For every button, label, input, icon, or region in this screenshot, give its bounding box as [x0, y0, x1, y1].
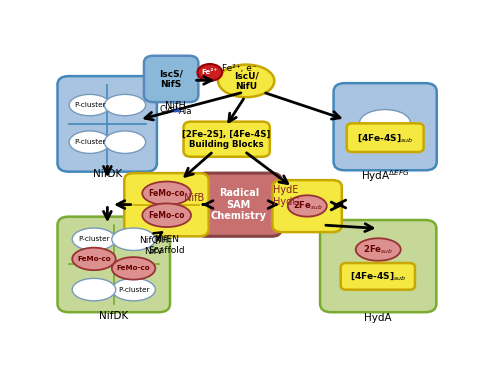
- Text: 2Fe$_{sub}$: 2Fe$_{sub}$: [292, 200, 322, 212]
- Text: P-cluster: P-cluster: [74, 139, 106, 145]
- Text: NifDK: NifDK: [99, 311, 128, 321]
- Text: Cys: Cys: [160, 105, 175, 114]
- Ellipse shape: [142, 203, 191, 227]
- Text: HydA: HydA: [364, 313, 392, 323]
- Text: [4Fe-4S]$_{sub}$: [4Fe-4S]$_{sub}$: [349, 270, 406, 283]
- Ellipse shape: [288, 195, 327, 217]
- Text: IscU/
NifU: IscU/ NifU: [234, 71, 258, 91]
- Text: HydA$^{\Delta EFG}$: HydA$^{\Delta EFG}$: [361, 168, 409, 184]
- FancyBboxPatch shape: [341, 263, 415, 290]
- Ellipse shape: [105, 95, 146, 116]
- Text: Fe²⁺: Fe²⁺: [202, 69, 218, 74]
- Text: Radical
SAM
Chemistry: Radical SAM Chemistry: [211, 188, 267, 221]
- Text: NifEN
Scaffold: NifEN Scaffold: [148, 235, 185, 255]
- Ellipse shape: [360, 110, 410, 137]
- Text: [4Fe-4S]$_{sub}$: [4Fe-4S]$_{sub}$: [357, 132, 413, 144]
- Ellipse shape: [112, 228, 155, 250]
- Ellipse shape: [112, 257, 155, 280]
- FancyBboxPatch shape: [272, 180, 342, 232]
- Text: FeMo-co: FeMo-co: [149, 211, 185, 220]
- FancyBboxPatch shape: [347, 123, 424, 152]
- FancyBboxPatch shape: [333, 83, 437, 170]
- Text: [2Fe-2S], [4Fe-4S]
Building Blocks: [2Fe-2S], [4Fe-4S] Building Blocks: [182, 130, 271, 149]
- Text: FeMo-co: FeMo-co: [77, 256, 111, 262]
- FancyBboxPatch shape: [320, 220, 437, 312]
- Text: NifDK: NifDK: [93, 169, 122, 180]
- Ellipse shape: [218, 65, 274, 97]
- Ellipse shape: [197, 64, 222, 81]
- FancyBboxPatch shape: [183, 122, 270, 157]
- FancyBboxPatch shape: [58, 76, 157, 172]
- Text: HydE
HydG: HydE HydG: [273, 185, 300, 207]
- Text: IscS/
NifS: IscS/ NifS: [159, 69, 183, 89]
- Text: NifB: NifB: [184, 193, 205, 203]
- Text: P-cluster: P-cluster: [74, 102, 106, 108]
- Text: FeMo-co: FeMo-co: [149, 189, 185, 198]
- Text: P-cluster: P-cluster: [118, 287, 150, 293]
- Ellipse shape: [142, 181, 191, 205]
- FancyBboxPatch shape: [144, 56, 198, 102]
- Ellipse shape: [112, 278, 155, 301]
- FancyBboxPatch shape: [58, 217, 170, 312]
- Text: Fe²⁺, e⁻: Fe²⁺, e⁻: [222, 64, 257, 73]
- Text: FeMo-co: FeMo-co: [117, 265, 151, 271]
- Ellipse shape: [105, 131, 146, 153]
- Ellipse shape: [72, 248, 116, 270]
- FancyBboxPatch shape: [124, 173, 209, 236]
- Ellipse shape: [356, 238, 401, 261]
- Text: NifQ/H
NifV: NifQ/H NifV: [139, 236, 168, 256]
- FancyBboxPatch shape: [197, 173, 281, 236]
- Text: Ala: Ala: [180, 107, 193, 116]
- Text: 2Fe$_{sub}$: 2Fe$_{sub}$: [363, 243, 393, 256]
- Ellipse shape: [72, 228, 116, 250]
- Ellipse shape: [69, 95, 110, 116]
- Text: P-cluster: P-cluster: [78, 236, 110, 242]
- Text: NifH: NifH: [165, 101, 186, 111]
- Ellipse shape: [69, 131, 110, 153]
- FancyArrowPatch shape: [173, 107, 179, 112]
- Ellipse shape: [72, 278, 116, 301]
